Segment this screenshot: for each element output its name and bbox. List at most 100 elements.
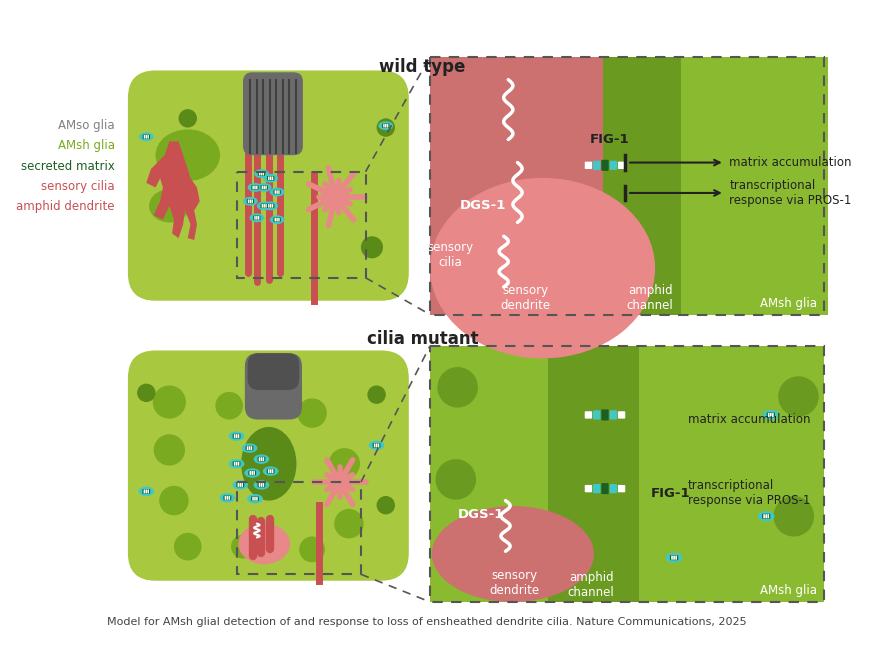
Ellipse shape (249, 213, 264, 222)
FancyBboxPatch shape (251, 471, 253, 475)
FancyBboxPatch shape (276, 218, 277, 221)
FancyBboxPatch shape (145, 489, 147, 493)
FancyBboxPatch shape (251, 186, 258, 190)
FancyBboxPatch shape (239, 483, 241, 487)
FancyBboxPatch shape (593, 484, 600, 493)
Ellipse shape (256, 183, 271, 192)
FancyBboxPatch shape (247, 446, 248, 450)
Circle shape (154, 434, 185, 465)
FancyBboxPatch shape (224, 496, 226, 500)
FancyBboxPatch shape (271, 469, 273, 473)
FancyBboxPatch shape (128, 350, 408, 581)
FancyBboxPatch shape (261, 483, 262, 487)
Text: amphid
channel: amphid channel (626, 284, 673, 312)
FancyBboxPatch shape (385, 124, 386, 128)
FancyBboxPatch shape (226, 496, 228, 500)
FancyBboxPatch shape (251, 496, 259, 501)
FancyBboxPatch shape (257, 483, 265, 487)
Ellipse shape (368, 441, 384, 450)
FancyBboxPatch shape (263, 186, 265, 190)
Text: AMsh glia: AMsh glia (58, 140, 115, 152)
Text: amphid dendrite: amphid dendrite (17, 200, 115, 213)
FancyBboxPatch shape (387, 124, 388, 128)
FancyBboxPatch shape (276, 190, 277, 194)
FancyBboxPatch shape (382, 124, 384, 128)
FancyBboxPatch shape (237, 483, 239, 487)
FancyBboxPatch shape (617, 485, 625, 492)
Text: transcriptional
response via PROS-1: transcriptional response via PROS-1 (728, 179, 851, 207)
Ellipse shape (156, 130, 220, 181)
FancyBboxPatch shape (762, 514, 764, 518)
Ellipse shape (431, 506, 594, 602)
FancyBboxPatch shape (769, 413, 771, 417)
Ellipse shape (269, 215, 284, 224)
FancyBboxPatch shape (249, 471, 251, 475)
Bar (602, 57, 686, 315)
Circle shape (435, 459, 475, 499)
FancyBboxPatch shape (237, 434, 239, 438)
FancyBboxPatch shape (251, 200, 253, 203)
FancyBboxPatch shape (257, 172, 265, 176)
FancyBboxPatch shape (593, 410, 600, 420)
Ellipse shape (138, 487, 154, 496)
FancyBboxPatch shape (143, 135, 145, 138)
FancyBboxPatch shape (268, 469, 269, 473)
FancyBboxPatch shape (600, 483, 608, 494)
Text: transcriptional
response via PROS-1: transcriptional response via PROS-1 (687, 479, 809, 507)
FancyBboxPatch shape (255, 186, 257, 190)
Circle shape (178, 109, 196, 128)
Ellipse shape (761, 410, 778, 420)
Ellipse shape (241, 427, 296, 501)
FancyBboxPatch shape (236, 483, 244, 487)
Bar (429, 346, 823, 602)
FancyBboxPatch shape (143, 489, 145, 493)
FancyBboxPatch shape (223, 495, 231, 500)
Ellipse shape (244, 468, 260, 477)
FancyBboxPatch shape (147, 135, 149, 138)
FancyBboxPatch shape (617, 411, 625, 419)
Circle shape (159, 486, 189, 515)
FancyBboxPatch shape (609, 484, 616, 493)
FancyBboxPatch shape (271, 204, 273, 207)
FancyBboxPatch shape (250, 446, 252, 450)
FancyBboxPatch shape (271, 176, 273, 180)
FancyBboxPatch shape (252, 497, 254, 501)
FancyBboxPatch shape (253, 215, 260, 220)
FancyBboxPatch shape (245, 446, 253, 450)
Circle shape (777, 376, 818, 417)
FancyBboxPatch shape (273, 217, 281, 222)
Circle shape (297, 398, 327, 428)
Text: AMsh glia: AMsh glia (759, 585, 816, 597)
Ellipse shape (247, 494, 262, 503)
Ellipse shape (269, 188, 284, 196)
Ellipse shape (263, 201, 278, 210)
FancyBboxPatch shape (260, 186, 268, 190)
Bar (429, 57, 602, 315)
Circle shape (137, 384, 156, 402)
Text: wild type: wild type (379, 59, 465, 76)
Ellipse shape (242, 444, 257, 453)
Circle shape (437, 544, 474, 581)
FancyBboxPatch shape (674, 556, 676, 560)
Ellipse shape (139, 132, 154, 141)
FancyBboxPatch shape (372, 443, 380, 448)
FancyBboxPatch shape (761, 514, 769, 519)
FancyBboxPatch shape (148, 489, 149, 493)
Circle shape (773, 496, 813, 537)
Circle shape (367, 386, 385, 404)
Ellipse shape (665, 553, 681, 563)
Text: DGS-1: DGS-1 (457, 508, 503, 521)
FancyBboxPatch shape (128, 70, 408, 301)
Circle shape (328, 448, 360, 479)
FancyBboxPatch shape (145, 135, 147, 138)
FancyBboxPatch shape (609, 410, 616, 420)
FancyBboxPatch shape (273, 190, 281, 194)
Circle shape (376, 496, 395, 515)
Text: secreted matrix: secreted matrix (21, 160, 115, 173)
FancyBboxPatch shape (377, 444, 379, 448)
Text: matrix accumulation: matrix accumulation (687, 413, 809, 426)
FancyBboxPatch shape (278, 190, 279, 194)
FancyBboxPatch shape (242, 72, 302, 155)
FancyBboxPatch shape (374, 444, 375, 448)
FancyBboxPatch shape (143, 489, 150, 493)
